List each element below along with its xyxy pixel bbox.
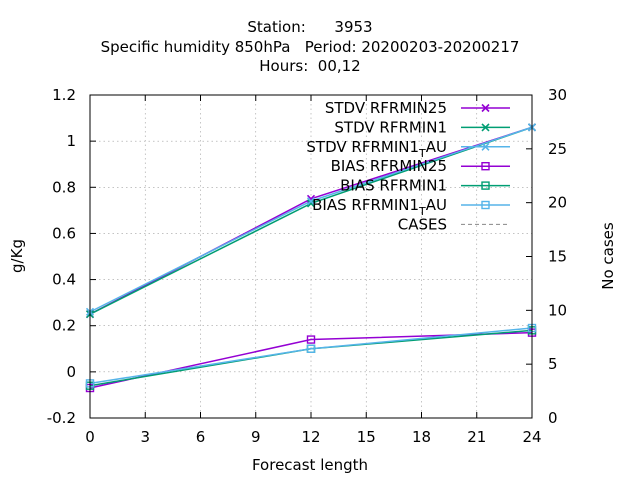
y-tick-label: 0.2	[52, 317, 76, 335]
legend-label: BIAS RFRMIN1	[340, 177, 447, 195]
series-line-6	[89, 327, 533, 385]
legend-marker	[481, 103, 490, 113]
chart-title: Station: 3953 Specific humidity 850hPa P…	[101, 18, 520, 75]
axis-ticks	[89, 94, 533, 419]
grid	[90, 95, 532, 418]
x-tick-label: 0	[85, 428, 95, 446]
y2-axis-label: No cases	[599, 222, 617, 290]
data-point	[306, 197, 316, 206]
y-tick-label: 1.2	[52, 86, 76, 104]
y2-tick-label: 15	[548, 248, 567, 266]
legend-label: STDV RFRMIN1TAU	[306, 138, 447, 160]
data-point	[306, 199, 316, 208]
y2-tick-label: 10	[548, 301, 567, 319]
y-tick-label: 0.4	[52, 271, 76, 289]
x-tick-label: 15	[357, 428, 376, 446]
legend-marker	[481, 181, 490, 190]
legend-label: STDV RFRMIN25	[325, 99, 447, 117]
y2-tick-label: 25	[548, 140, 567, 158]
legend-marker	[481, 142, 490, 151]
legend-label: CASES	[398, 215, 447, 233]
x-tick-label: 6	[196, 428, 206, 446]
legend-marker	[481, 161, 490, 171]
legend-label: BIAS RFRMIN25	[331, 157, 447, 175]
y-axis-label: g/Kg	[8, 239, 26, 273]
title-line-3: Hours: 00,12	[259, 57, 360, 75]
data-point	[306, 344, 316, 353]
y-tick-label: 0	[66, 363, 76, 381]
x-tick-label: 3	[140, 428, 150, 446]
y2-tick-label: 0	[548, 409, 558, 427]
y-tick-label: 1	[66, 132, 76, 150]
legend-label: BIAS RFRMIN1TAU	[312, 196, 447, 218]
y2-tick-label: 5	[548, 355, 558, 373]
x-tick-label: 12	[301, 428, 320, 446]
title-line-1: Station: 3953	[247, 18, 372, 36]
y2-tick-label: 20	[548, 194, 567, 212]
title-line-2: Specific humidity 850hPa Period: 2020020…	[101, 38, 520, 56]
y-tick-label: -0.2	[47, 409, 76, 427]
x-tick-label: 21	[467, 428, 486, 446]
y-tick-label: 0.6	[52, 224, 76, 242]
legend-label: STDV RFRMIN1	[334, 118, 447, 136]
y-tick-label: 0.8	[52, 178, 76, 196]
x-tick-label: 18	[412, 428, 431, 446]
y2-tick-label: 30	[548, 86, 567, 104]
legend-marker	[481, 123, 490, 132]
data-point	[306, 335, 316, 344]
x-tick-label: 24	[522, 428, 541, 446]
x-tick-label: 9	[251, 428, 261, 446]
legend-marker	[481, 200, 490, 210]
tick-labels: 0 3 6 9 12 15 18 21 24 -0.2 0 0.2 0.4 0.6 0.8 1 1.2 0 5 10 1…	[47, 86, 567, 446]
x-axis-label: Forecast length	[252, 456, 368, 474]
